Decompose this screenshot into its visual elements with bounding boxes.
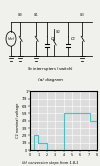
Text: $C_1$: $C_1$ <box>50 35 56 43</box>
Text: $S_2$: $S_2$ <box>55 28 61 36</box>
Text: $S_0$: $S_0$ <box>17 11 23 19</box>
Text: $S_3$: $S_3$ <box>79 11 85 19</box>
Y-axis label: C2 nominal voltage: C2 nominal voltage <box>16 103 20 138</box>
Text: $S_1$: $S_1$ <box>33 11 39 19</box>
Text: (a) diagram: (a) diagram <box>38 78 62 82</box>
Text: $C_2$: $C_2$ <box>70 35 77 43</box>
Text: $V_{ref}$: $V_{ref}$ <box>7 35 15 43</box>
Text: $S_n$ interrupters (switch): $S_n$ interrupters (switch) <box>27 65 73 73</box>
Text: (b) conversion steps from 1,8,1: (b) conversion steps from 1,8,1 <box>22 161 78 165</box>
